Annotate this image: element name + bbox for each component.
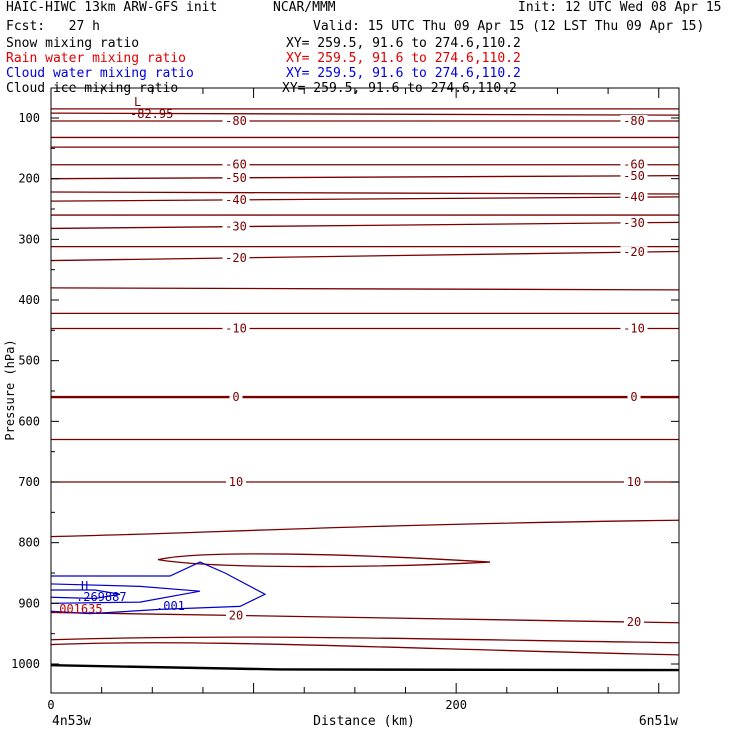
cloud-water-contour-outer	[50, 561, 267, 615]
isotherm-label-0: 0	[232, 390, 239, 404]
isotherm-label--60: -60	[225, 158, 247, 172]
isotherm-label--20: -20	[623, 245, 645, 259]
isotherm-line-20	[50, 611, 680, 624]
isotherm-curve-upper	[50, 519, 680, 538]
x-tick-label: 200	[445, 698, 467, 712]
cloud-water-label: .001	[156, 599, 185, 613]
header-valid-time: Valid: 15 UTC Thu 09 Apr 15 (12 LST Thu …	[313, 19, 705, 34]
ground-line	[50, 664, 680, 672]
low-center-value: -82.95	[130, 107, 173, 121]
isotherm-label-20: 20	[229, 608, 243, 622]
isotherm-label-bg	[620, 322, 648, 335]
rain-water-label: .001635	[52, 602, 103, 616]
field-xy-snow: XY= 259.5, 91.6 to 274.6,110.2	[286, 36, 521, 51]
x-axis-label: Distance (km)	[313, 714, 415, 729]
y-tick-label: 900	[18, 596, 40, 610]
isotherm-label--50: -50	[225, 171, 247, 185]
isotherm-label--50: -50	[623, 169, 645, 183]
y-tick-label: 500	[18, 354, 40, 368]
isotherm-label-bg	[229, 391, 243, 404]
isotherm-label-bg	[620, 191, 648, 204]
y-axis-label: Pressure (hPa)	[3, 339, 17, 440]
isotherm-label-bg	[222, 171, 250, 184]
isotherm-label-bg	[226, 476, 246, 488]
isotherm-label-bg	[222, 158, 250, 171]
isotherm-label-bg	[620, 216, 648, 229]
high-center-letter: H	[81, 579, 88, 593]
isotherm-label--30: -30	[623, 216, 645, 230]
isotherm-label-bg	[226, 609, 246, 622]
isotherm-label--80: -80	[623, 114, 645, 128]
y-tick-label: 300	[18, 232, 40, 246]
isotherm-line--40	[50, 196, 680, 202]
isotherm-line--50	[50, 174, 680, 180]
isotherm-label-bg	[222, 220, 250, 233]
isotherm-label-bg	[620, 158, 648, 171]
isotherm-label-bg	[624, 476, 644, 488]
y-tick-label: 700	[18, 475, 40, 489]
isotherm-curve-lower	[50, 642, 680, 656]
isotherm-label-bg	[222, 251, 250, 264]
isotherm-label-10: 10	[229, 475, 243, 489]
isotherm-label-10: 10	[627, 475, 641, 489]
isotherm-label-bg	[624, 616, 644, 629]
y-tick-label: 600	[18, 414, 40, 428]
header-model-title: HAIC-HIWC 13km ARW-GFS init	[6, 0, 218, 15]
isotherm-label-bg	[620, 246, 648, 259]
isotherm-label--10: -10	[623, 322, 645, 336]
isotherm-label--60: -60	[623, 158, 645, 172]
isotherm-label--80: -80	[225, 114, 247, 128]
isotherm-label-bg	[620, 169, 648, 182]
isotherm-line--30	[50, 221, 680, 230]
y-tick-label: 1000	[11, 657, 40, 671]
x-tick-label: 0	[47, 698, 54, 712]
header-init-time: Init: 12 UTC Wed 08 Apr 15	[518, 0, 722, 15]
isotherm-label-0: 0	[630, 390, 637, 404]
temperature-contours: -80 -80-60 -60-50 -50-40 -40-30 -30-20 -20-10-…	[50, 108, 680, 672]
isotherm-label-bg	[620, 115, 648, 128]
isotherm-label--20: -20	[225, 251, 247, 265]
high-center-value: .269887	[76, 590, 127, 604]
isotherm-label-bg	[222, 193, 250, 206]
field-name-rain: Rain water mixing ratio	[6, 51, 187, 66]
cloud-water-contour-inner	[50, 583, 201, 604]
isotherm-label-bg	[222, 115, 250, 128]
isotherm-closed-cell	[157, 553, 491, 568]
field-xy-rain: XY= 259.5, 91.6 to 274.6,110.2	[286, 51, 521, 66]
y-tick-label: 400	[18, 293, 40, 307]
header-org: NCAR/MMM	[273, 0, 336, 15]
header-forecast-hour: Fcst: 27 h	[6, 19, 100, 34]
isotherm-label-20: 20	[627, 615, 641, 629]
isotherm-line	[50, 112, 680, 116]
isotherm-label--40: -40	[225, 193, 247, 207]
field-name-snow: Snow mixing ratio	[6, 36, 140, 51]
y-tick-label: 800	[18, 536, 40, 550]
left-end-label: 4n53w	[52, 714, 91, 729]
isotherm-label--10: -10	[225, 322, 247, 336]
isotherm-line--20	[50, 250, 680, 262]
isotherm-label-bg	[222, 322, 250, 335]
low-center-letter: L	[134, 95, 141, 109]
y-tick-label: 200	[18, 172, 40, 186]
isotherm-label--30: -30	[225, 220, 247, 234]
right-end-label: 6n51w	[639, 714, 678, 729]
isotherm-label--40: -40	[623, 190, 645, 204]
isotherm-line	[50, 287, 680, 291]
field-name-cloud-water: Cloud water mixing ratio	[6, 66, 194, 81]
isotherm-line	[50, 191, 680, 195]
isotherm-label-bg	[627, 391, 641, 404]
cloud-water-contours	[50, 561, 267, 615]
cloud-water-contour-core	[50, 589, 121, 600]
field-xy-cloud-water: XY= 259.5, 91.6 to 274.6,110.2	[286, 66, 521, 81]
isotherm-curve-lower-2	[50, 636, 680, 644]
y-tick-label: 100	[18, 111, 40, 125]
